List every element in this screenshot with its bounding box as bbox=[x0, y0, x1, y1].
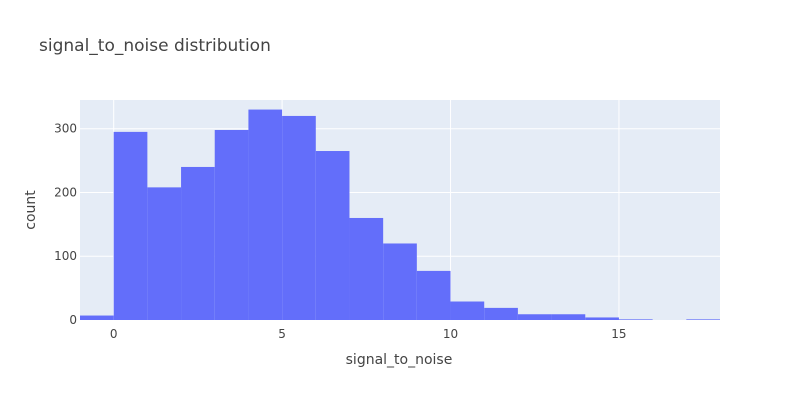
y-tick-label: 300 bbox=[54, 122, 77, 136]
bars bbox=[80, 109, 720, 320]
histogram-bar[interactable] bbox=[517, 314, 552, 320]
y-tick-labels: 0 100 200 300 bbox=[54, 122, 77, 327]
x-tick-label: 10 bbox=[443, 327, 458, 341]
histogram-bar[interactable] bbox=[282, 115, 316, 320]
x-tick-label: 0 bbox=[110, 327, 118, 341]
y-tick-label: 200 bbox=[54, 185, 77, 199]
histogram-bar[interactable] bbox=[181, 166, 215, 320]
chart-title: signal_to_noise distribution bbox=[39, 36, 271, 56]
x-tick-label: 5 bbox=[278, 327, 286, 341]
histogram-bar[interactable] bbox=[484, 307, 518, 320]
histogram-bar[interactable] bbox=[147, 187, 182, 320]
histogram-bar[interactable] bbox=[80, 315, 114, 320]
x-tick-label: 15 bbox=[611, 327, 626, 341]
histogram-bar[interactable] bbox=[248, 109, 283, 320]
histogram-bar[interactable] bbox=[214, 129, 249, 320]
histogram-bar[interactable] bbox=[618, 319, 653, 320]
histogram-bar[interactable] bbox=[585, 317, 619, 320]
x-axis-title: signal_to_noise bbox=[346, 352, 453, 368]
y-tick-label: 0 bbox=[69, 313, 77, 327]
histogram-bar[interactable] bbox=[551, 314, 586, 320]
histogram-bar[interactable] bbox=[686, 319, 720, 320]
histogram-bar[interactable] bbox=[450, 301, 485, 320]
histogram-bar[interactable] bbox=[113, 131, 148, 320]
histogram-bar[interactable] bbox=[349, 217, 384, 320]
histogram-bar[interactable] bbox=[315, 151, 350, 320]
x-tick-labels: 0 5 10 15 bbox=[110, 327, 627, 341]
y-axis-title: count bbox=[23, 190, 39, 230]
histogram-bar[interactable] bbox=[383, 243, 417, 320]
histogram-bar[interactable] bbox=[416, 270, 451, 320]
y-tick-label: 100 bbox=[54, 249, 77, 263]
